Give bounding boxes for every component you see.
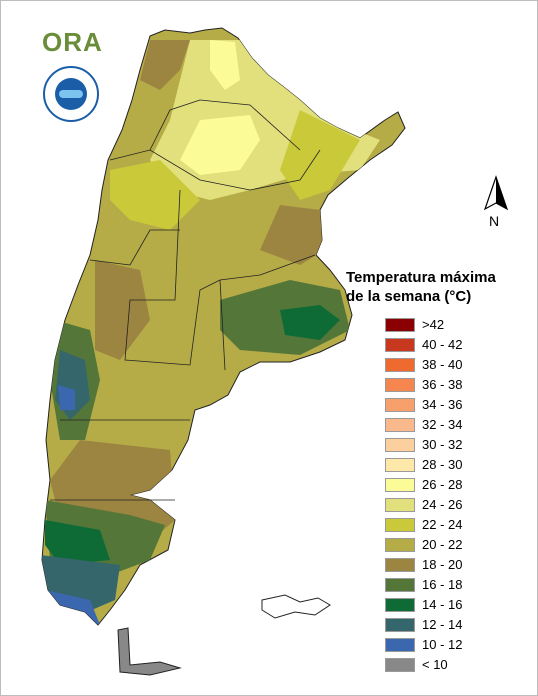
meteorological-service-seal [43, 66, 99, 122]
legend-label: 24 - 26 [422, 497, 463, 512]
legend-item: 36 - 38 [346, 376, 526, 396]
legend-swatch [385, 598, 415, 612]
legend-item: 18 - 20 [346, 556, 526, 576]
legend-label: 12 - 14 [422, 617, 463, 632]
legend-swatch [385, 338, 415, 352]
legend-swatch [385, 318, 415, 332]
malvinas-islands [261, 594, 331, 619]
legend-item: 34 - 36 [346, 396, 526, 416]
legend-swatch [385, 458, 415, 472]
legend-label: 18 - 20 [422, 557, 463, 572]
legend-swatch [385, 498, 415, 512]
legend-item: 12 - 14 [346, 616, 526, 636]
legend-label: 32 - 34 [422, 417, 463, 432]
legend-swatch [385, 418, 415, 432]
legend-swatch [385, 618, 415, 632]
legend-label: 14 - 16 [422, 597, 463, 612]
zone-26-28-north [210, 40, 240, 90]
legend-rows: >42 40 - 42 38 - 40 36 - 38 34 - 36 32 - 34 30… [346, 316, 526, 676]
tierra-del-fuego [117, 627, 182, 676]
north-arrow: N [481, 175, 511, 231]
legend-item: 10 - 12 [346, 636, 526, 656]
legend-item: 38 - 40 [346, 356, 526, 376]
legend-label: 10 - 12 [422, 637, 463, 652]
legend-swatch [385, 378, 415, 392]
legend-item: 24 - 26 [346, 496, 526, 516]
legend-title-line2: de la semana (°C) [346, 288, 472, 305]
legend-swatch [385, 518, 415, 532]
legend-item: 40 - 42 [346, 336, 526, 356]
province-borders [50, 99, 321, 501]
legend-item: 30 - 32 [346, 436, 526, 456]
zone-18-20-northwest [140, 40, 190, 90]
north-label: N [489, 213, 500, 229]
legend-label: 40 - 42 [422, 337, 463, 352]
legend-label: 28 - 30 [422, 457, 463, 472]
temperature-legend: Temperatura máxima de la semana (°C) >42… [346, 268, 526, 676]
legend-item: 22 - 24 [346, 516, 526, 536]
legend-item: 20 - 22 [346, 536, 526, 556]
legend-label: >42 [422, 317, 445, 332]
legend-label: 34 - 36 [422, 397, 463, 412]
zone-14-16-buenos-aires [280, 305, 340, 340]
legend-item: >42 [346, 316, 526, 336]
legend-swatch [385, 558, 415, 572]
ora-logo: ORA [32, 27, 104, 61]
zone-22-24-west [110, 160, 200, 230]
zone-18-20-littoral [260, 205, 325, 265]
legend-swatch [385, 478, 415, 492]
zone-10-12-andes [58, 385, 75, 410]
legend-item: 14 - 16 [346, 596, 526, 616]
legend-item: < 10 [346, 656, 526, 676]
legend-swatch [385, 358, 415, 372]
legend-swatch [385, 578, 415, 592]
legend-label: 16 - 18 [422, 577, 463, 592]
legend-label: 20 - 22 [422, 537, 463, 552]
legend-label: 26 - 28 [422, 477, 463, 492]
legend-item: 32 - 34 [346, 416, 526, 436]
seal-wave [59, 90, 83, 98]
legend-label: 30 - 32 [422, 437, 463, 452]
north-arrow-icon [483, 175, 509, 211]
legend-label: 22 - 24 [422, 517, 463, 532]
legend-title-line1: Temperatura máxima [346, 269, 496, 286]
zone-18-20-cuyo [95, 260, 150, 360]
zone-22-24-corrientes [280, 110, 360, 200]
legend-swatch [385, 398, 415, 412]
legend-label: 38 - 40 [422, 357, 463, 372]
legend-item: 26 - 28 [346, 476, 526, 496]
legend-swatch [385, 438, 415, 452]
legend-swatch [385, 658, 415, 672]
legend-label: 36 - 38 [422, 377, 463, 392]
ora-logo-text: ORA [42, 27, 103, 57]
legend-swatch [385, 538, 415, 552]
legend-item: 28 - 30 [346, 456, 526, 476]
legend-title: Temperatura máxima de la semana (°C) [346, 268, 526, 306]
legend-item: 16 - 18 [346, 576, 526, 596]
legend-swatch [385, 638, 415, 652]
zone-26-28-chaco [180, 115, 260, 175]
legend-label: < 10 [422, 657, 448, 672]
zone-14-16-patagonia [45, 520, 110, 565]
